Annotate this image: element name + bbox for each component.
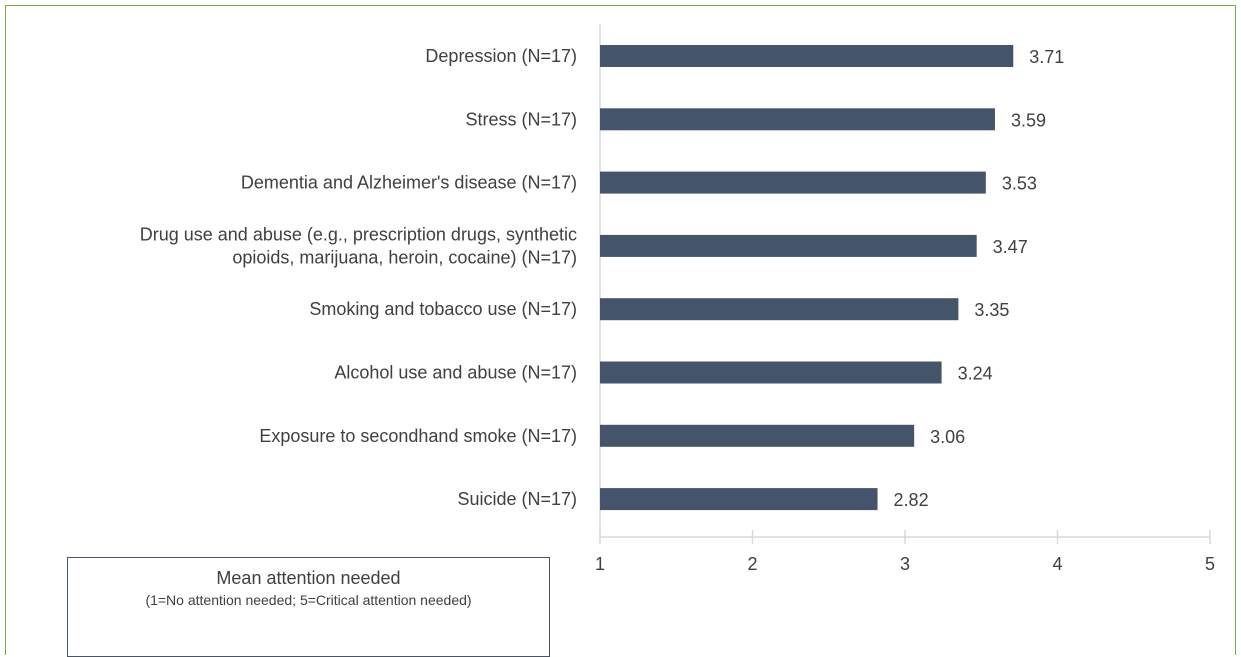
- x-tick-label: 3: [900, 554, 910, 574]
- bar: [600, 424, 915, 447]
- category-label: Depression (N=17): [425, 46, 577, 66]
- bar: [600, 234, 977, 257]
- category-label: Stress (N=17): [465, 109, 577, 129]
- category-label: Alcohol use and abuse (N=17): [334, 363, 577, 383]
- legend-title: Mean attention needed: [216, 568, 401, 588]
- bar: [600, 488, 878, 511]
- category-label: Smoking and tobacco use (N=17): [309, 299, 577, 319]
- data-label: 3.06: [930, 427, 965, 447]
- category-label: Dementia and Alzheimer's disease (N=17): [241, 173, 577, 193]
- data-label: 3.24: [958, 364, 993, 384]
- x-tick-label: 2: [747, 554, 757, 574]
- data-label: 3.71: [1029, 47, 1064, 67]
- legend-box: Mean attention needed (1=No attention ne…: [67, 557, 550, 657]
- chart-frame: [5, 5, 1236, 655]
- bar: [600, 361, 942, 384]
- data-label: 2.82: [894, 490, 929, 510]
- category-label: Suicide (N=17): [457, 489, 577, 509]
- bar: [600, 108, 995, 131]
- bar: [600, 298, 959, 321]
- data-label: 3.59: [1011, 110, 1046, 130]
- x-tick-label: 1: [595, 554, 605, 574]
- x-tick-label: 4: [1052, 554, 1062, 574]
- data-label: 3.35: [974, 300, 1009, 320]
- bar: [600, 45, 1014, 67]
- data-label: 3.53: [1002, 174, 1037, 194]
- legend-subtitle: (1=No attention needed; 5=Critical atten…: [145, 592, 472, 608]
- bar: [600, 171, 986, 194]
- category-label: Drug use and abuse (e.g., prescription d…: [140, 224, 577, 267]
- category-label: Exposure to secondhand smoke (N=17): [259, 426, 577, 446]
- data-label: 3.47: [993, 237, 1028, 257]
- x-tick-label: 5: [1205, 554, 1215, 574]
